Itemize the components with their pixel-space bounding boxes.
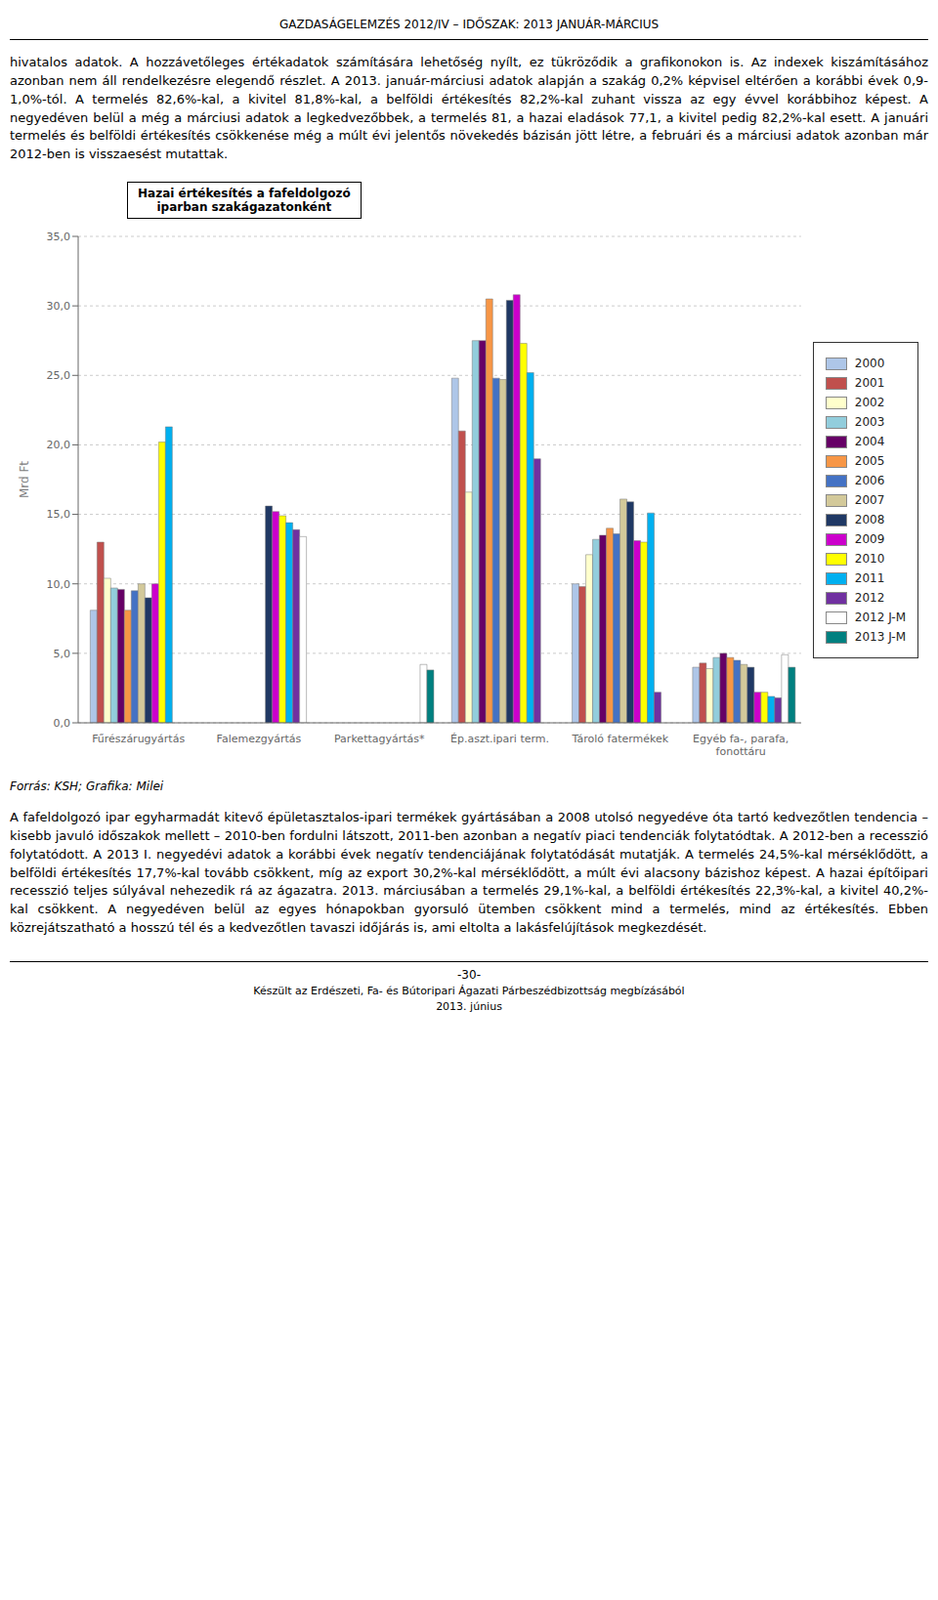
- html-text:GAZDASÁGELEMZÉS 2012/IV – IDŐS: GAZDASÁGELEMZÉS 2012/IV – IDŐSZAK: 2013 …: [279, 17, 659, 32]
- svg-text:Tároló fatermékek: Tároló fatermékek: [571, 732, 670, 746]
- svg-text:Egyéb fa-, parafa,fonottáru: Egyéb fa-, parafa,fonottáru: [692, 732, 789, 759]
- html-text:Forrás: KSH; Grafika: Milei: Forrás: KSH; Grafika: Milei: [9, 779, 164, 794]
- html-text:-30-: -30-: [457, 968, 481, 982]
- html-text:2013. június: 2013. június: [435, 1000, 503, 1014]
- svg-text:15,0: 15,0: [46, 509, 72, 522]
- html-text:2003: 2003: [854, 415, 885, 430]
- svg-text:Parkettagyártás*: Parkettagyártás*: [334, 732, 426, 746]
- svg-text:5,0: 5,0: [53, 647, 72, 661]
- html-text:2008: 2008: [854, 513, 885, 527]
- html-text:A fafeldolgozó ipar egyharmadá: A fafeldolgozó ipar egyharmadát kitevő é…: [9, 810, 929, 936]
- html-text:2002: 2002: [854, 395, 885, 410]
- html-text:2012: 2012: [854, 591, 885, 605]
- html-text:2000: 2000: [854, 356, 885, 371]
- html-text:2013 J-M: 2013 J-M: [854, 630, 906, 644]
- html-text:2005: 2005: [854, 454, 885, 469]
- html-text:hivatalos adatok. A hozzávetől: hivatalos adatok. A hozzávetőleges érték…: [9, 54, 929, 162]
- html-text:2009: 2009: [854, 532, 885, 547]
- svg-text:Mrd Ft: Mrd Ft: [17, 461, 32, 499]
- html-text:2010: 2010: [854, 552, 885, 566]
- svg-text:10,0: 10,0: [46, 578, 72, 592]
- svg-text:Falemezgyártás: Falemezgyártás: [216, 732, 302, 746]
- html-text:2012 J-M: 2012 J-M: [854, 610, 906, 625]
- svg-text:35,0: 35,0: [46, 230, 72, 244]
- svg-text:25,0: 25,0: [46, 369, 72, 383]
- html-text:Készült az Erdészeti, Fa- és B: Készült az Erdészeti, Fa- és Bútoripari …: [253, 984, 685, 998]
- svg-text:30,0: 30,0: [46, 299, 72, 313]
- html-text:2006: 2006: [854, 473, 885, 488]
- html-text:Hazai értékesítés a fafeldolgo: Hazai értékesítés a fafeldolgozó iparban…: [137, 186, 351, 215]
- svg-text:0,0: 0,0: [53, 717, 72, 730]
- html-text:2007: 2007: [854, 493, 885, 508]
- html-text:2001: 2001: [854, 376, 885, 390]
- svg-text:Ép.aszt.ipari term.: Ép.aszt.ipari term.: [450, 732, 550, 746]
- svg-text:20,0: 20,0: [46, 438, 72, 452]
- html-text:2011: 2011: [854, 571, 885, 586]
- html-text:2004: 2004: [854, 434, 885, 449]
- svg-text:Fűrészárugyártás: Fűrészárugyártás: [91, 732, 185, 746]
